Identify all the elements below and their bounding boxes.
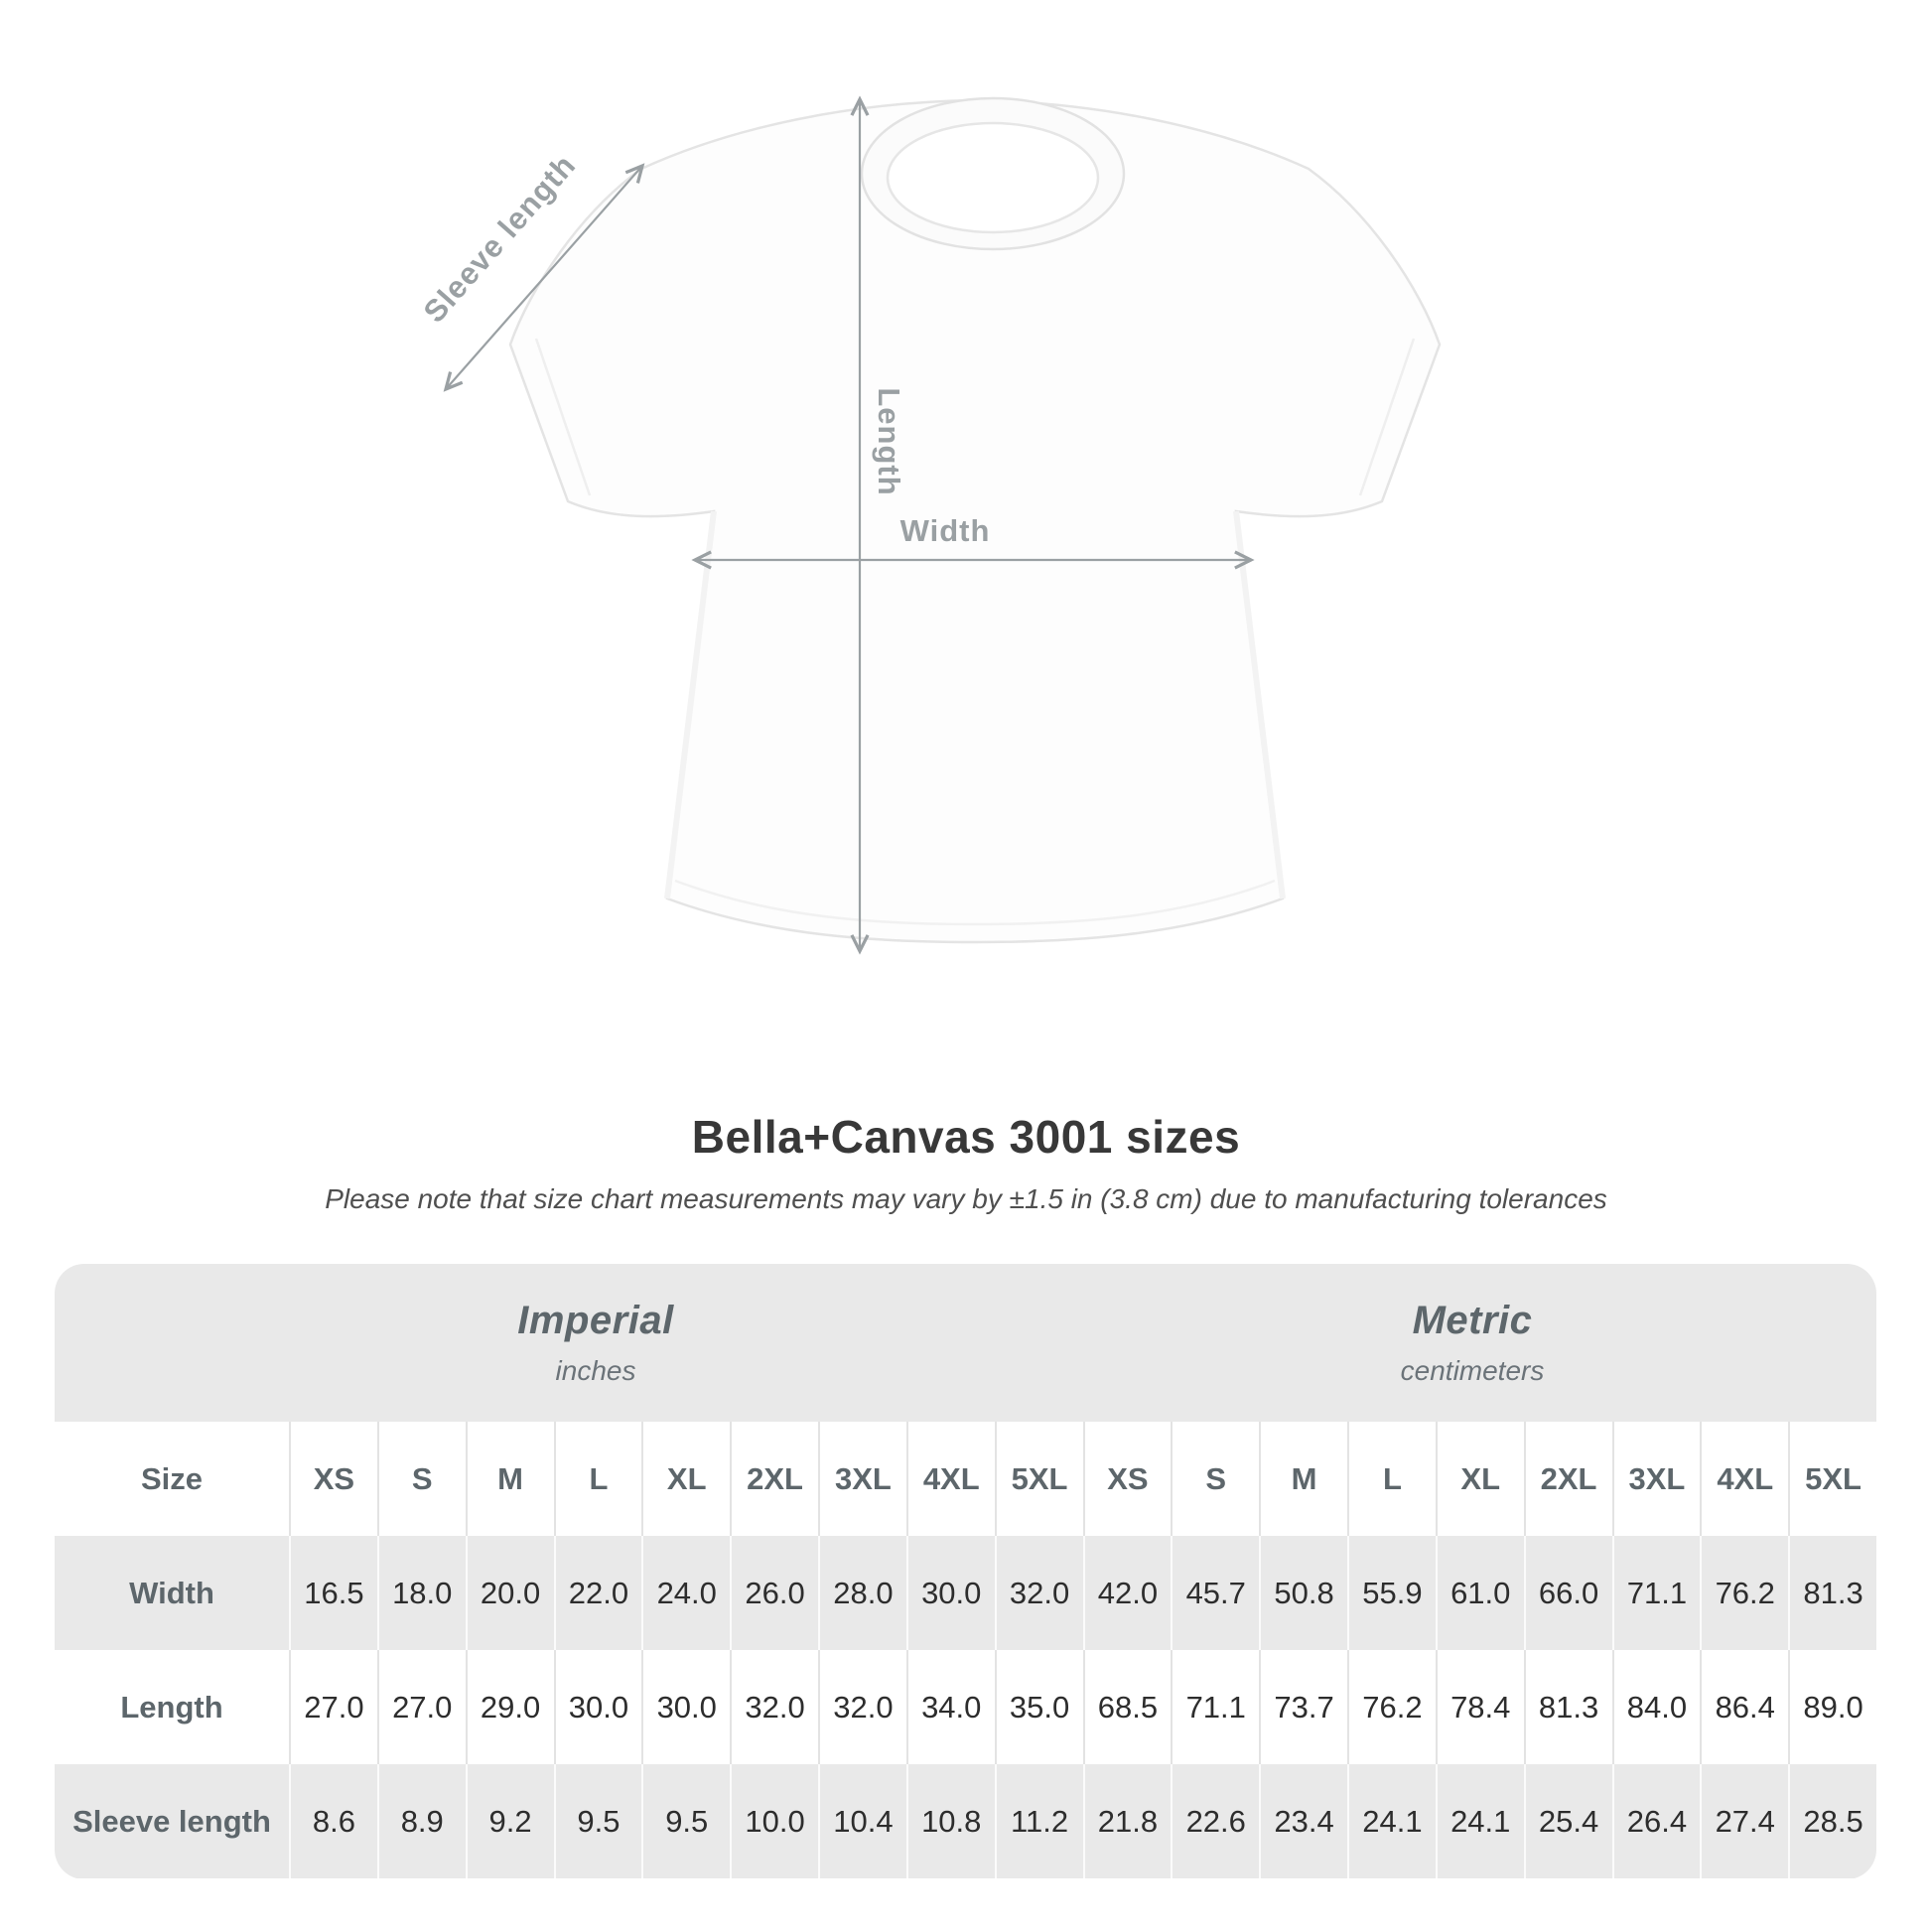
value-cell: 11.2 [994, 1764, 1083, 1878]
value-cell: 26.0 [730, 1536, 818, 1650]
value-cell: 9.5 [641, 1764, 730, 1878]
sleeve-length-arrow [443, 163, 645, 392]
page-title: Bella+Canvas 3001 sizes [691, 1111, 1241, 1163]
size-header-cell: 2XL [730, 1422, 818, 1536]
size-corner-header: Size [140, 1460, 204, 1496]
value-cell: 27.0 [376, 1650, 466, 1764]
value-cell: 68.5 [1082, 1650, 1172, 1764]
value-cell: 55.9 [1347, 1536, 1436, 1650]
value-cell: 22.0 [553, 1536, 642, 1650]
value-cell: 23.4 [1259, 1764, 1347, 1878]
size-header-cell: XL [1435, 1422, 1524, 1536]
size-header-cell: M [465, 1422, 554, 1536]
metric-heading: Metric [1412, 1299, 1533, 1342]
table-row-sleeve-length: Sleeve length 8.6 8.9 9.2 9.5 9.5 10.0 10.4 10.8… [55, 1764, 1876, 1878]
size-header-cell: S [1171, 1422, 1259, 1536]
value-cell: 9.5 [553, 1764, 642, 1878]
value-cell: 66.0 [1523, 1536, 1612, 1650]
value-cell: 20.0 [465, 1536, 554, 1650]
size-header-cell: XS [1082, 1422, 1172, 1536]
size-header-cell: XL [641, 1422, 730, 1536]
size-header-cell: L [553, 1422, 642, 1536]
title-block: Bella+Canvas 3001 sizes Please note that… [0, 1110, 1932, 1215]
value-cell: 32.0 [818, 1650, 906, 1764]
size-header-cell: 3XL [818, 1422, 906, 1536]
tshirt-graphic: Sleeve length Length Width [417, 95, 1442, 955]
size-header-cell: S [376, 1422, 466, 1536]
value-cell: 32.0 [994, 1536, 1083, 1650]
size-header-cell: M [1259, 1422, 1347, 1536]
value-cell: 18.0 [376, 1536, 466, 1650]
value-cell: 84.0 [1611, 1650, 1701, 1764]
unit-group-imperial: Imperial inches [517, 1264, 673, 1422]
value-cell: 86.4 [1700, 1650, 1788, 1764]
size-header-cell: 4XL [905, 1422, 995, 1536]
value-cell: 76.2 [1347, 1650, 1436, 1764]
size-header-cell: 5XL [1788, 1422, 1876, 1536]
value-cell: 30.0 [905, 1536, 995, 1650]
size-header-row: Size XS S M L XL 2XL 3XL 4XL 5XL XS S M L XL 2XL 3XL 4XL… [55, 1422, 1876, 1536]
value-cell: 8.9 [376, 1764, 466, 1878]
value-cell: 28.0 [818, 1536, 906, 1650]
value-cell: 42.0 [1082, 1536, 1172, 1650]
value-cell: 61.0 [1435, 1536, 1524, 1650]
value-cell: 30.0 [553, 1650, 642, 1764]
value-cell: 32.0 [730, 1650, 818, 1764]
unit-header-band: Imperial inches Metric centimeters [55, 1264, 1876, 1422]
length-label: Length [872, 387, 906, 495]
imperial-unit-label: inches [555, 1355, 636, 1386]
shirt-measurement-figure: Sleeve length Length Width [338, 74, 1469, 968]
value-cell: 9.2 [465, 1764, 554, 1878]
width-label: Width [900, 513, 991, 548]
page-subtitle: Please note that size chart measurements… [325, 1183, 1607, 1214]
metric-unit-label: centimeters [1400, 1355, 1545, 1386]
value-cell: 24.0 [641, 1536, 730, 1650]
value-cell: 10.0 [730, 1764, 818, 1878]
value-cell: 8.6 [289, 1764, 377, 1878]
value-cell: 26.4 [1611, 1764, 1701, 1878]
row-label: Width [129, 1575, 214, 1610]
value-cell: 78.4 [1435, 1650, 1524, 1764]
value-cell: 27.0 [289, 1650, 377, 1764]
value-cell: 34.0 [905, 1650, 995, 1764]
row-label: Length [120, 1689, 223, 1725]
value-cell: 73.7 [1259, 1650, 1347, 1764]
value-cell: 10.8 [905, 1764, 995, 1878]
value-cell: 76.2 [1700, 1536, 1788, 1650]
value-cell: 25.4 [1523, 1764, 1612, 1878]
size-header-cell: 5XL [994, 1422, 1083, 1536]
value-cell: 24.1 [1435, 1764, 1524, 1878]
value-cell: 16.5 [289, 1536, 377, 1650]
table-row-length: Length 27.0 27.0 29.0 30.0 30.0 32.0 32.0 34.0 35… [55, 1650, 1876, 1764]
imperial-heading: Imperial [517, 1299, 674, 1342]
size-table: Imperial inches Metric centimeters Size … [55, 1264, 1876, 1879]
value-cell: 22.6 [1171, 1764, 1259, 1878]
value-cell: 89.0 [1788, 1650, 1876, 1764]
row-label: Sleeve length [72, 1803, 271, 1839]
value-cell: 24.1 [1347, 1764, 1436, 1878]
size-header-cell: 2XL [1523, 1422, 1612, 1536]
value-cell: 27.4 [1700, 1764, 1788, 1878]
value-cell: 21.8 [1082, 1764, 1172, 1878]
table-row-width: Width 16.5 18.0 20.0 22.0 24.0 26.0 28.0 30.0 32.… [55, 1536, 1876, 1650]
value-cell: 10.4 [818, 1764, 906, 1878]
value-cell: 29.0 [465, 1650, 554, 1764]
unit-group-metric: Metric centimeters [1401, 1264, 1545, 1422]
size-header-cell: XS [289, 1422, 377, 1536]
tshirt-illustration [508, 96, 1442, 944]
value-cell: 71.1 [1171, 1650, 1259, 1764]
size-header-cell: 4XL [1700, 1422, 1788, 1536]
value-cell: 50.8 [1259, 1536, 1347, 1650]
value-cell: 28.5 [1788, 1764, 1876, 1878]
value-cell: 35.0 [994, 1650, 1083, 1764]
value-cell: 30.0 [641, 1650, 730, 1764]
size-header-cell: L [1347, 1422, 1436, 1536]
value-cell: 45.7 [1171, 1536, 1259, 1650]
value-cell: 81.3 [1788, 1536, 1876, 1650]
value-cell: 81.3 [1523, 1650, 1612, 1764]
value-cell: 71.1 [1611, 1536, 1701, 1650]
size-header-cell: 3XL [1611, 1422, 1701, 1536]
